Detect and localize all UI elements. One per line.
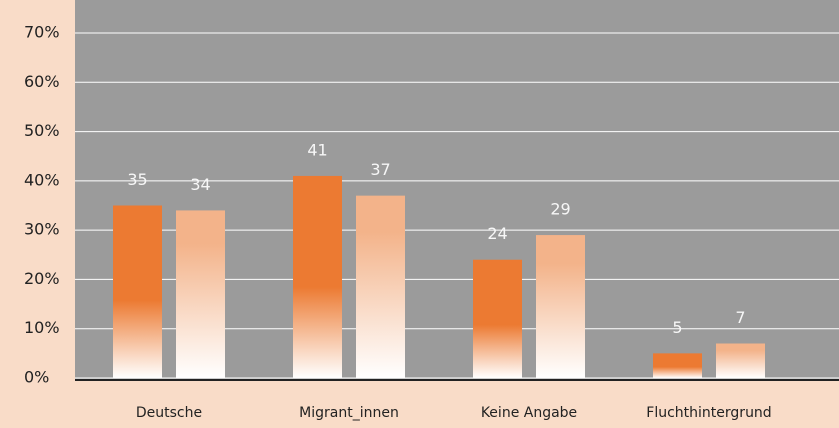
bar [653,353,702,378]
y-tick-label: 60% [24,72,60,91]
y-tick-label: 40% [24,170,60,189]
value-label: 5 [672,318,682,337]
bar [176,210,225,378]
value-label: 35 [127,170,147,189]
chart: 0% 10% 20% 30% 40% 50% 60% 70% Deutsche 35 34 Migra… [0,0,839,428]
x-tick-label: Fluchthintergrund [646,405,771,421]
bar [473,260,522,378]
x-tick-label: Keine Angabe [481,405,577,421]
value-label: 41 [307,140,327,159]
value-label: 7 [735,308,745,327]
y-tick-label: 70% [24,23,60,42]
value-label: 37 [370,160,390,179]
bar [716,344,765,379]
value-label: 24 [487,224,507,243]
y-tick-label: 50% [24,121,60,140]
page: {"chart_data": {"type": "bar", "categori… [0,0,839,428]
y-tick-label: 20% [24,269,60,288]
bar [536,235,585,378]
y-tick-label: 30% [24,220,60,239]
bar [293,176,342,378]
value-label: 34 [190,175,210,194]
x-tick-label: Deutsche [136,405,202,421]
value-label: 29 [550,200,570,219]
bar [356,196,405,378]
bar [113,206,162,379]
y-tick-label: 10% [24,318,60,337]
x-tick-label: Migrant_innen [299,405,399,421]
y-tick-label: 0% [24,368,49,387]
